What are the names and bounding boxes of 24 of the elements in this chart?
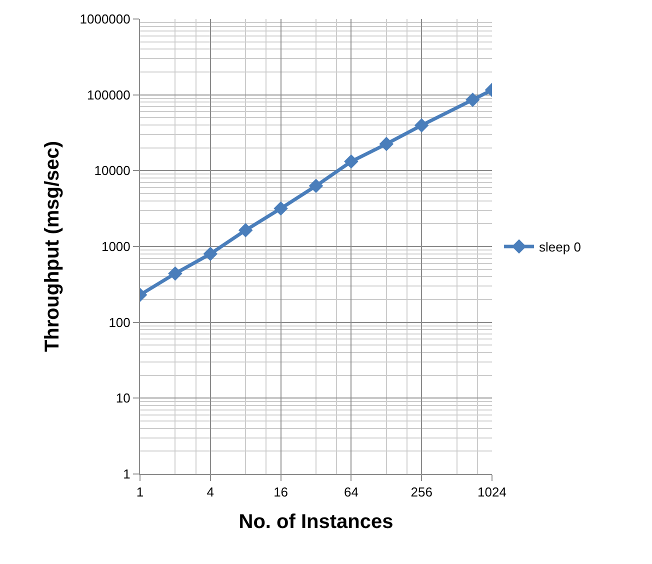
point (308, 178, 324, 194)
x-tick-label: 16 (274, 484, 288, 500)
x-tick-label: 4 (206, 484, 214, 500)
point (344, 154, 358, 169)
y-tick-label: 100000 (87, 87, 130, 102)
y-tick-label: 1000000 (80, 12, 130, 27)
point (414, 118, 429, 132)
point (203, 246, 218, 261)
point (238, 223, 253, 238)
y-tick-label: 1 (123, 466, 130, 482)
x-tick-label: 64 (344, 484, 358, 500)
x-tick-label: 1 (136, 484, 144, 500)
x-tick-label: 1024 (478, 484, 506, 500)
y-tick-label: 10000 (94, 163, 130, 178)
y-tick-label: 100 (108, 314, 130, 330)
y-tick-label: 1000 (101, 239, 130, 254)
y-axis-title: Throughput (msg/sec) (41, 140, 64, 352)
point (274, 201, 288, 216)
legend-label: sleep 0 (539, 240, 581, 255)
y-tick-label: 10 (116, 390, 130, 406)
point (168, 266, 182, 281)
x-axis-title: No. of Instances (238, 511, 394, 534)
point (379, 136, 394, 152)
x-tick-label: 256 (410, 484, 432, 500)
